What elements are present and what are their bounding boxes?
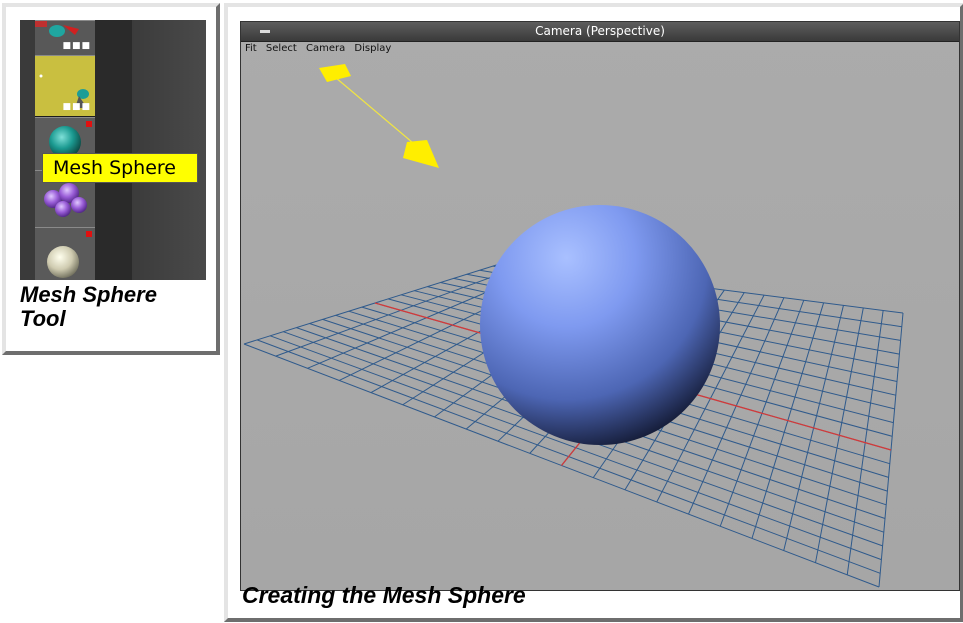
- camera-menubar: Fit Select Camera Display: [245, 43, 397, 54]
- shelf-background: [132, 20, 206, 280]
- shelf-divider: [92, 20, 132, 280]
- light-target-icon[interactable]: [403, 140, 439, 168]
- menu-select[interactable]: Select: [265, 43, 297, 54]
- ground-plane-icon: [35, 56, 95, 116]
- menu-display[interactable]: Display: [354, 43, 392, 54]
- camera-panel: ▬ Camera (Perspective) Fit Select Camera…: [224, 3, 963, 622]
- menu-fit[interactable]: Fit: [245, 43, 257, 54]
- primitive-tool-icon: [35, 21, 95, 55]
- window-menu-icon[interactable]: ▬: [260, 25, 270, 36]
- new-badge: [86, 231, 92, 237]
- new-badge: [86, 121, 92, 127]
- menu-camera[interactable]: Camera: [305, 43, 346, 54]
- light-icon[interactable]: [319, 64, 351, 82]
- light-direction-line: [328, 71, 420, 149]
- sphere-tool-icon: [35, 228, 95, 280]
- tool-tile-primitive[interactable]: ■■■: [35, 20, 95, 56]
- camera-window: ▬ Camera (Perspective) Fit Select Camera…: [240, 21, 960, 591]
- tool-panel: ■■■ ■■■: [2, 3, 220, 355]
- window-title: Camera (Perspective): [535, 24, 665, 38]
- caption-line: Mesh Sphere: [20, 282, 157, 307]
- caption-line: Tool: [20, 306, 66, 331]
- tool-tile-sphere[interactable]: [35, 227, 95, 280]
- tool-shelf: ■■■ ■■■: [20, 20, 206, 280]
- tool-caption: Mesh Sphere Tool: [20, 283, 210, 331]
- perspective-viewport[interactable]: [241, 22, 960, 591]
- figure-caption: Creating the Mesh Sphere: [242, 582, 526, 608]
- tooltip-mesh-sphere: Mesh Sphere: [42, 153, 198, 183]
- camera-titlebar: ▬ Camera (Perspective): [241, 22, 959, 42]
- mesh-sphere[interactable]: [480, 205, 720, 445]
- tile-dots: ■■■: [62, 41, 91, 51]
- tool-tile-ground[interactable]: ■■■: [35, 55, 95, 117]
- tile-dots: ■■■: [62, 102, 91, 112]
